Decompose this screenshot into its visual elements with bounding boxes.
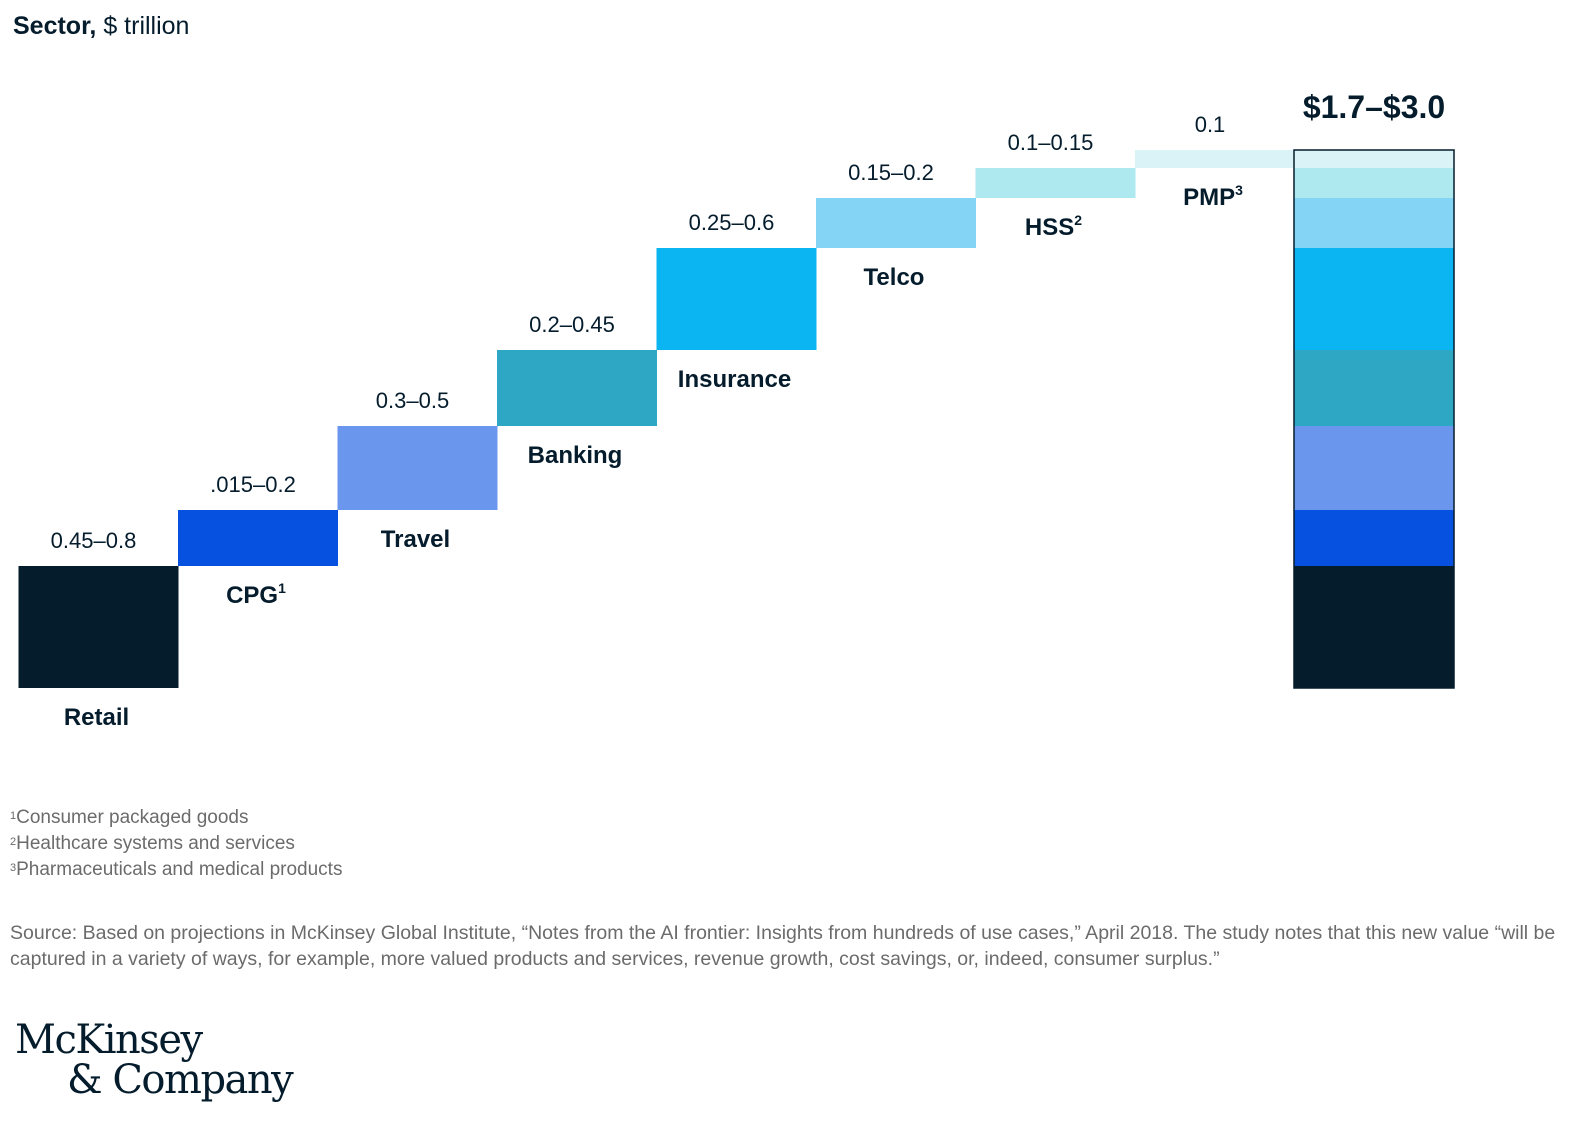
bar-insurance	[656, 248, 817, 350]
value-label-insurance: 0.25–0.6	[689, 210, 775, 235]
waterfall-chart: 0.45–0.8 Retail .015–0.2 CPG1 0.3–0.5 Travel 0…	[18, 89, 1455, 731]
bar-pmp	[1135, 150, 1295, 168]
company-logo: McKinsey & Company	[15, 1017, 294, 1103]
value-label-pmp: 0.1	[1195, 112, 1226, 137]
source-note: Source: Based on projections in McKinsey…	[10, 922, 1556, 970]
category-label-pmp: PMP3	[1183, 182, 1243, 211]
value-label-cpg: .015–0.2	[210, 472, 296, 497]
category-label-cpg: CPG1	[226, 580, 286, 609]
total-segment-banking	[1294, 350, 1454, 426]
footnote-3: 3Pharmaceuticals and medical products	[10, 859, 343, 880]
bar-hss	[975, 168, 1136, 198]
footnote-1: 1Consumer packaged goods	[10, 807, 249, 828]
total-segment-telco	[1294, 198, 1454, 248]
total-segment-cpg	[1294, 510, 1454, 566]
value-label-retail: 0.45–0.8	[51, 528, 137, 553]
category-label-banking: Banking	[528, 442, 623, 469]
total-column-outline	[1293, 149, 1455, 689]
total-segment-pmp	[1294, 150, 1454, 168]
bar-travel	[337, 426, 498, 510]
category-label-insurance: Insurance	[678, 366, 791, 393]
footnote-2: 2Healthcare systems and services	[10, 833, 295, 854]
category-label-telco: Telco	[864, 264, 925, 291]
bar-retail	[18, 566, 179, 688]
total-segment-travel	[1294, 426, 1454, 510]
value-label-telco: 0.15–0.2	[848, 160, 934, 185]
chart-title: Sector, $ trillion	[13, 12, 190, 40]
category-label-retail: Retail	[64, 704, 129, 731]
value-label-hss: 0.1–0.15	[1008, 130, 1094, 155]
value-label-banking: 0.2–0.45	[529, 312, 615, 337]
category-label-travel: Travel	[381, 526, 450, 553]
total-label: $1.7–$3.0	[1303, 89, 1445, 125]
total-segment-hss	[1294, 168, 1454, 198]
bar-cpg	[178, 510, 338, 566]
value-label-travel: 0.3–0.5	[376, 388, 449, 413]
category-label-hss: HSS2	[1025, 212, 1082, 241]
total-segment-retail	[1294, 566, 1454, 688]
footnotes: 1Consumer packaged goods 2Healthcare sys…	[10, 805, 342, 883]
bar-telco	[816, 198, 976, 248]
bar-banking	[497, 350, 657, 426]
total-segment-insurance	[1294, 248, 1454, 350]
